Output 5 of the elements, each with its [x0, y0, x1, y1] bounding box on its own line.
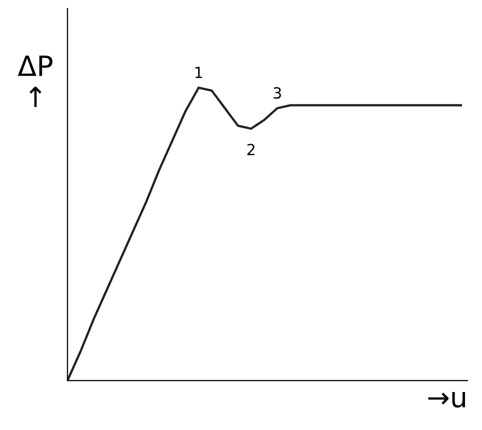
annotation: 3 — [274, 87, 281, 99]
annotation: 2 — [247, 144, 254, 156]
x-axis-title: →u — [428, 392, 466, 408]
y-axis-title: ΔP ↑ — [18, 56, 52, 107]
annotation: 1 — [195, 66, 202, 78]
